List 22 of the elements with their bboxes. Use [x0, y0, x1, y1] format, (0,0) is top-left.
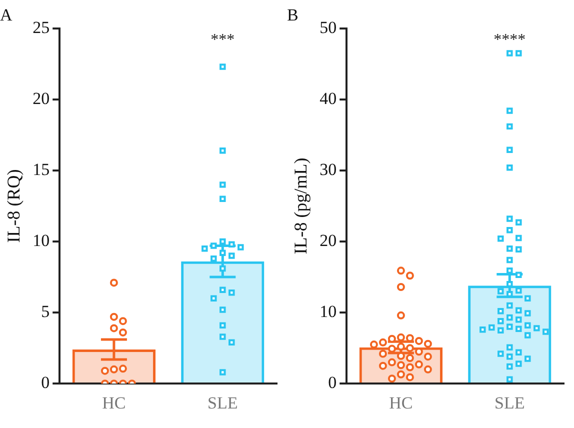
chart-title: A: [0, 6, 13, 25]
x-tick-label: HC: [389, 393, 413, 412]
chart-title: B: [287, 6, 298, 25]
y-tick-label: 10: [32, 230, 50, 250]
y-tick-label: 50: [320, 18, 337, 37]
y-tick-label: 20: [32, 88, 50, 108]
x-tick-label: SLE: [208, 393, 238, 412]
x-tick-label: SLE: [494, 393, 525, 412]
annotation: ****: [494, 32, 526, 49]
y-tick-label: 5: [41, 302, 50, 322]
y-tick-label: 40: [320, 88, 337, 108]
y-tick-label: 20: [320, 230, 337, 250]
y-tick-label: 0: [41, 373, 50, 392]
y-tick-label: 15: [32, 160, 50, 179]
y-axis-title: IL-8 (pg/mL): [290, 158, 311, 254]
y-tick-label: 25: [32, 18, 50, 37]
annotation: ***: [210, 32, 235, 49]
y-tick-label: 10: [320, 302, 337, 322]
y-tick-label: 0: [328, 373, 337, 392]
y-tick-label: 30: [320, 160, 337, 179]
x-tick-label: HC: [102, 393, 126, 412]
y-axis-title: IL-8 (RQ): [4, 169, 24, 243]
